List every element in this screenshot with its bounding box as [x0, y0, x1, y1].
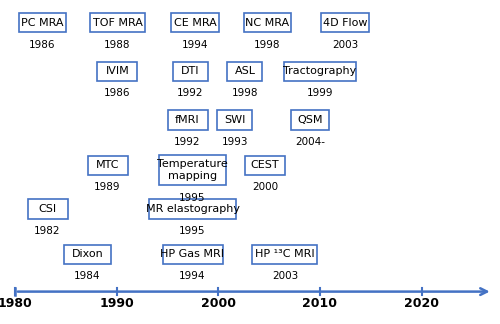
Text: QSM: QSM	[297, 115, 323, 125]
FancyBboxPatch shape	[172, 62, 208, 81]
Text: 1992: 1992	[174, 137, 201, 147]
Text: 1998: 1998	[254, 40, 281, 50]
Text: 1989: 1989	[94, 182, 121, 192]
FancyBboxPatch shape	[244, 13, 291, 32]
Text: 2000: 2000	[252, 182, 278, 192]
Text: 4D Flow: 4D Flow	[323, 18, 367, 28]
Text: TOF MRA: TOF MRA	[92, 18, 142, 28]
Text: 2004-: 2004-	[295, 137, 325, 147]
FancyBboxPatch shape	[252, 245, 318, 264]
Text: SWI: SWI	[224, 115, 246, 125]
FancyBboxPatch shape	[90, 13, 145, 32]
FancyBboxPatch shape	[284, 62, 356, 81]
Text: 1988: 1988	[104, 40, 131, 50]
Text: Tractography: Tractography	[284, 66, 356, 76]
FancyBboxPatch shape	[321, 13, 368, 32]
Text: DTI: DTI	[181, 66, 199, 76]
Text: 1990: 1990	[100, 297, 134, 310]
Text: 1995: 1995	[179, 226, 206, 236]
FancyBboxPatch shape	[218, 110, 252, 130]
Text: 1994: 1994	[182, 40, 208, 50]
Text: CE MRA: CE MRA	[174, 18, 216, 28]
FancyBboxPatch shape	[28, 199, 68, 219]
Text: ASL: ASL	[234, 66, 256, 76]
Text: HP Gas MRI: HP Gas MRI	[160, 249, 224, 259]
Text: 2003: 2003	[272, 271, 298, 281]
Text: Dixon: Dixon	[72, 249, 104, 259]
FancyBboxPatch shape	[98, 62, 138, 81]
FancyBboxPatch shape	[171, 13, 219, 32]
Text: 1993: 1993	[222, 137, 248, 147]
Text: NC MRA: NC MRA	[246, 18, 290, 28]
FancyBboxPatch shape	[19, 13, 66, 32]
FancyBboxPatch shape	[228, 62, 262, 81]
Text: 2020: 2020	[404, 297, 439, 310]
FancyBboxPatch shape	[291, 110, 329, 130]
Text: 1995: 1995	[179, 192, 206, 202]
Text: 1982: 1982	[34, 226, 61, 236]
Text: 1994: 1994	[179, 271, 206, 281]
Text: fMRI: fMRI	[175, 115, 200, 125]
Text: 1986: 1986	[29, 40, 56, 50]
Text: CSI: CSI	[38, 204, 56, 214]
FancyBboxPatch shape	[245, 156, 285, 175]
FancyBboxPatch shape	[88, 156, 128, 175]
Text: 2010: 2010	[302, 297, 338, 310]
Text: 1980: 1980	[0, 297, 32, 310]
Text: 2003: 2003	[332, 40, 358, 50]
Text: 1992: 1992	[177, 88, 203, 98]
Text: 1986: 1986	[104, 88, 131, 98]
Text: PC MRA: PC MRA	[21, 18, 64, 28]
Text: 1984: 1984	[74, 271, 101, 281]
Text: HP ¹³C MRI: HP ¹³C MRI	[255, 249, 315, 259]
Text: 1998: 1998	[232, 88, 258, 98]
FancyBboxPatch shape	[64, 245, 111, 264]
Text: Temperature
mapping: Temperature mapping	[157, 159, 228, 181]
Text: MR elastography: MR elastography	[146, 204, 240, 214]
FancyBboxPatch shape	[168, 110, 207, 130]
Text: CEST: CEST	[250, 160, 280, 170]
Text: 2000: 2000	[201, 297, 236, 310]
FancyBboxPatch shape	[162, 245, 222, 264]
Text: IVIM: IVIM	[106, 66, 130, 76]
Text: MTC: MTC	[96, 160, 120, 170]
FancyBboxPatch shape	[159, 155, 226, 185]
FancyBboxPatch shape	[149, 199, 236, 219]
Text: 1999: 1999	[307, 88, 333, 98]
